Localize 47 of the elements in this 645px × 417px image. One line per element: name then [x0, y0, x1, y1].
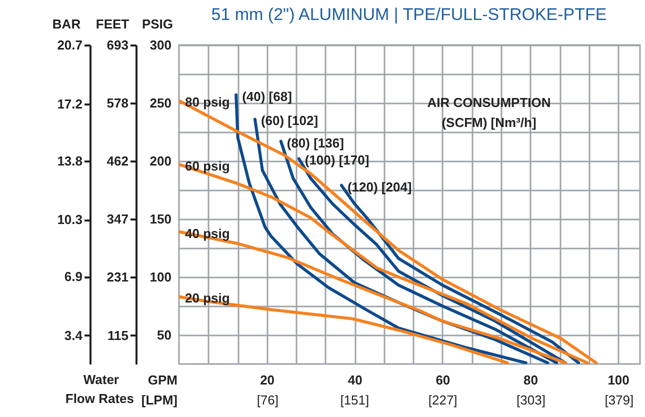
y2-tick-label: 13.8	[57, 153, 82, 168]
x-axis-title: GPM	[148, 372, 178, 388]
text: Flow Rates	[65, 391, 134, 406]
y-tick-label: 300	[150, 38, 172, 52]
x-tick-label: 100	[608, 372, 630, 388]
x2-tick-label: [379]	[604, 392, 634, 408]
y3-tick-label: 347	[106, 211, 128, 226]
y-axis-title: PSIG	[142, 16, 174, 32]
y2-tick-label: 20.7	[57, 38, 82, 52]
y3-tick-label: 578	[106, 95, 128, 110]
y3-tick-label: 693	[106, 38, 128, 52]
series-label: (120) [204]	[347, 179, 412, 194]
y2-axis-title: BAR	[52, 16, 82, 32]
text: Water	[83, 372, 119, 387]
series-label: (60) [102]	[260, 113, 318, 128]
x2-tick-label: [303]	[516, 392, 546, 408]
y3-tick-label: 462	[106, 154, 128, 169]
series-label: (100) [170]	[304, 152, 370, 168]
y-tick-label: 150	[150, 212, 172, 226]
line-series	[179, 295, 509, 364]
line-series	[179, 230, 567, 364]
y-tick-label: 50	[157, 328, 172, 342]
y3-tick-label: 115	[108, 328, 128, 343]
x2-tick-label: [76]	[256, 392, 279, 408]
y2-tick-label: 3.4	[64, 328, 84, 343]
chart-title: 51 mm (2") ALUMINUM | TPE/FULL-STROKE-PTFE	[211, 5, 607, 24]
x2-tick-label: [227]	[428, 392, 458, 408]
y2-tick-label: 17.2	[57, 96, 82, 112]
y-tick-label: 200	[150, 154, 172, 168]
x-tick-label: 80	[524, 372, 538, 388]
x2-axis-title: [LPM]	[141, 392, 178, 408]
series-label: 80 psig	[185, 94, 230, 110]
x-tick-label: 20	[260, 372, 275, 388]
y-tick-label: 250	[150, 96, 172, 110]
x2-tick-label: [151]	[340, 392, 370, 408]
y3-tick-label: 231	[106, 270, 128, 285]
x-tick-label: 40	[348, 372, 362, 388]
series-label: (80) [136]	[286, 135, 344, 150]
series-label: (40) [68]	[242, 88, 292, 104]
y3-axis-title: FEET	[96, 16, 130, 32]
y2-tick-label: 6.9	[64, 269, 82, 284]
line-series	[340, 184, 580, 364]
annotation: AIR CONSUMPTION	[427, 95, 551, 110]
annotation: (SCFM) [Nm³/h]	[442, 115, 536, 130]
y2-tick-label: 10.3	[57, 212, 82, 228]
x-tick-label: 60	[436, 372, 450, 388]
y-tick-label: 100	[150, 270, 172, 284]
